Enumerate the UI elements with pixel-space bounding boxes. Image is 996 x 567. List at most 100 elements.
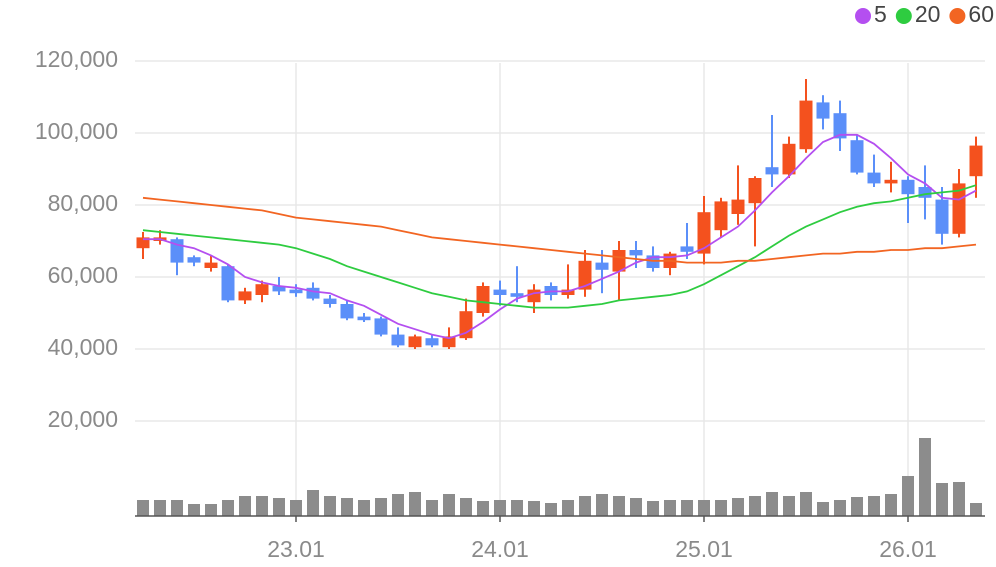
- volume-bar: [596, 494, 608, 516]
- candle-body: [391, 334, 405, 346]
- candle-body: [952, 183, 966, 234]
- y-tick-label: 20,000: [48, 406, 118, 432]
- x-tick-label: 25.01: [675, 536, 733, 562]
- candle-body: [799, 100, 813, 150]
- volume-bar: [902, 476, 914, 516]
- volume-bar: [732, 498, 744, 516]
- volume-bar: [545, 503, 557, 516]
- volume-bar: [885, 494, 897, 516]
- volume-bar: [477, 501, 489, 516]
- volume-bar: [341, 498, 353, 516]
- volume-bar: [698, 500, 710, 516]
- candle-body: [765, 167, 779, 175]
- candle-body: [221, 266, 235, 301]
- candle-body: [136, 237, 150, 249]
- ma-line: [143, 133, 977, 340]
- volume-bar: [613, 496, 625, 516]
- candle-body: [357, 316, 371, 321]
- volume-bar: [290, 500, 302, 516]
- volume-bar: [664, 500, 676, 516]
- candle-body: [374, 318, 388, 335]
- candle-body: [306, 287, 320, 299]
- volume-bar: [154, 500, 166, 516]
- candle-body: [187, 257, 201, 263]
- candle-body: [289, 289, 303, 294]
- volume-bar: [273, 498, 285, 516]
- volume-bar: [392, 494, 404, 516]
- candle-body: [697, 212, 711, 254]
- legend-label: 60: [968, 1, 994, 27]
- candle-body: [629, 250, 643, 256]
- y-tick-label: 100,000: [35, 118, 118, 144]
- legend-label: 20: [915, 1, 941, 27]
- candle-body: [850, 140, 864, 173]
- candle-body: [272, 286, 286, 292]
- volume-bar: [868, 496, 880, 516]
- volume-bar: [443, 494, 455, 516]
- volume-bar: [511, 500, 523, 516]
- x-tick-label: 23.01: [267, 536, 325, 562]
- candle-body: [255, 284, 269, 295]
- candle-body: [476, 286, 490, 313]
- volume-bar: [970, 503, 982, 516]
- candle-body: [493, 289, 507, 295]
- volume-bar: [307, 490, 319, 516]
- candle-body: [340, 304, 354, 319]
- candle-body: [901, 179, 915, 195]
- candle-body: [595, 262, 609, 270]
- candle-body: [714, 201, 728, 231]
- candle-body: [680, 246, 694, 252]
- volume-bar: [528, 501, 540, 516]
- x-tick-label: 26.01: [879, 536, 937, 562]
- volume-bar: [749, 496, 761, 516]
- candle-body: [748, 178, 762, 204]
- volume-bar: [766, 492, 778, 516]
- volume-bar: [715, 500, 727, 516]
- volume-bar: [817, 502, 829, 516]
- candle-body: [425, 338, 439, 346]
- x-tick-label: 24.01: [471, 536, 529, 562]
- candle-body: [731, 199, 745, 214]
- candle-body: [612, 250, 626, 272]
- legend-marker: [855, 8, 872, 24]
- volume-bar: [647, 501, 659, 516]
- candle-body: [408, 336, 422, 348]
- volume-bar: [851, 497, 863, 516]
- volume-bar: [426, 500, 438, 516]
- volume-bar: [562, 500, 574, 516]
- candle-body: [578, 260, 592, 290]
- volume-bar: [409, 492, 421, 516]
- volume-bar: [630, 498, 642, 516]
- candle-body: [969, 145, 983, 177]
- volume-bar: [256, 496, 268, 516]
- candle-body: [238, 291, 252, 301]
- volume-bar: [188, 504, 200, 516]
- candle-body: [867, 172, 881, 184]
- volume-bar: [324, 496, 336, 516]
- candle-body: [935, 199, 949, 234]
- ma-line: [142, 184, 977, 309]
- y-tick-label: 80,000: [48, 190, 118, 216]
- volume-bar: [358, 500, 370, 516]
- volume-bar: [783, 496, 795, 516]
- volume-bar: [460, 498, 472, 516]
- legend-label: 5: [874, 1, 887, 27]
- volume-bar: [953, 482, 965, 516]
- candle-body: [782, 143, 796, 175]
- candle-body: [527, 289, 541, 303]
- y-tick-label: 120,000: [35, 46, 118, 72]
- volume-bar: [205, 504, 217, 516]
- volume-bar: [239, 496, 251, 516]
- volume-bar: [494, 500, 506, 516]
- volume-bar: [936, 483, 948, 516]
- legend-marker: [895, 8, 912, 24]
- candle-body: [323, 298, 337, 304]
- ma-line: [142, 196, 977, 264]
- candle-body: [833, 113, 847, 139]
- volume-bar: [834, 500, 846, 516]
- legend-marker: [949, 8, 966, 24]
- y-tick-label: 60,000: [48, 262, 118, 288]
- volume-bar: [800, 492, 812, 516]
- volume-bar: [919, 438, 931, 516]
